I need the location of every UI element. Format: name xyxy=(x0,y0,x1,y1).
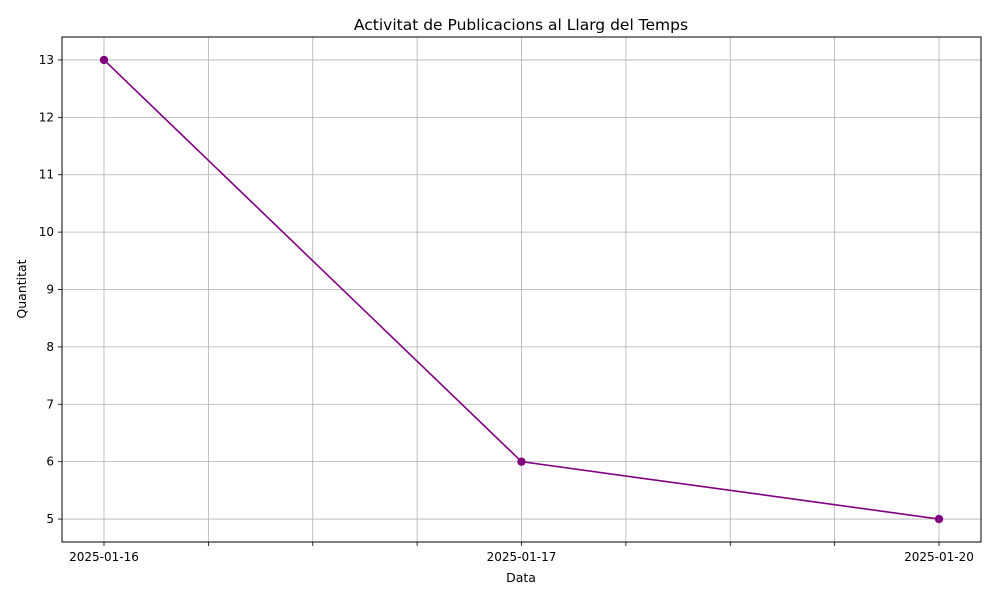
y-tick-label: 10 xyxy=(39,225,54,239)
x-tick-label: 2025-01-16 xyxy=(69,550,139,564)
y-tick-label: 13 xyxy=(39,53,54,67)
y-tick-label: 8 xyxy=(46,340,54,354)
data-point xyxy=(517,457,526,466)
data-point xyxy=(99,55,109,65)
x-tick-label: 2025-01-20 xyxy=(904,550,974,564)
x-axis-label: Data xyxy=(506,570,536,585)
plot-frame xyxy=(61,36,982,543)
axis-ticks: 5 6 7 8 9 10 11 12 13 2025-01-16 2025-01-17 2025-01… xyxy=(39,53,974,564)
y-axis-label: Quantitat xyxy=(14,259,29,318)
y-tick-label: 7 xyxy=(46,397,54,411)
y-tick-label: 11 xyxy=(39,168,54,182)
data-point xyxy=(934,514,944,524)
chart-title: Activitat de Publicacions al Llarg del T… xyxy=(354,16,688,34)
y-tick-label: 9 xyxy=(46,283,54,297)
x-tick-label: 2025-01-17 xyxy=(487,550,557,564)
y-tick-label: 12 xyxy=(39,110,54,124)
y-tick-label: 6 xyxy=(46,455,54,469)
data-series xyxy=(99,55,944,524)
grid xyxy=(62,37,981,542)
y-tick-label: 5 xyxy=(46,512,54,526)
